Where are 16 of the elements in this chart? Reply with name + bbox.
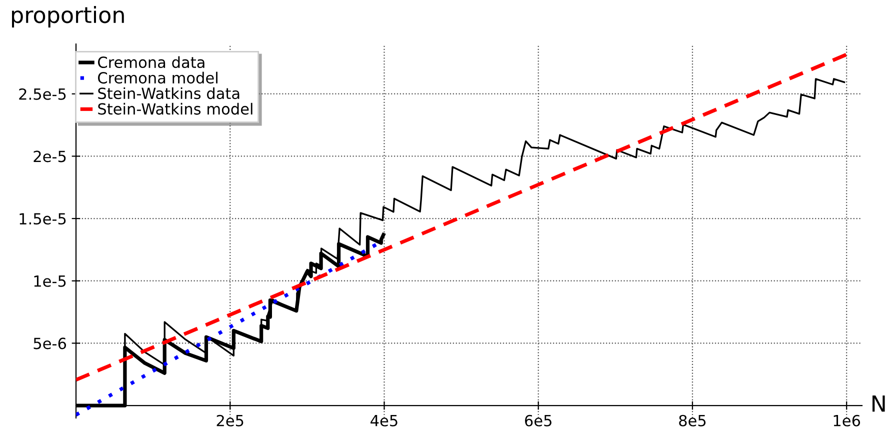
x-tick-label: 4e5 bbox=[370, 415, 398, 426]
x-tick-label: 8e5 bbox=[679, 414, 706, 426]
x-tick-label: 2e5 bbox=[216, 414, 244, 426]
legend-label: Cremona data bbox=[98, 56, 204, 68]
y-tick-label: 5e-6 bbox=[34, 338, 66, 350]
legend-label: Stein-Watkins data bbox=[98, 87, 240, 100]
x-axis-title: N bbox=[872, 395, 885, 412]
x-tick-label: 6e5 bbox=[525, 414, 552, 426]
y-axis-title: proportion bbox=[12, 6, 124, 28]
x-tick-label: 1e6 bbox=[834, 414, 860, 426]
legend-label: Stein-Watkins model bbox=[98, 102, 252, 115]
y-tick-label: 2e-5 bbox=[34, 150, 66, 162]
y-tick-label: 1e-5 bbox=[34, 276, 66, 287]
y-tick-label: 1.5e-5 bbox=[20, 213, 66, 225]
y-tick-label: 2.5e-5 bbox=[19, 88, 66, 100]
legend-label: Cremona model bbox=[98, 72, 218, 84]
